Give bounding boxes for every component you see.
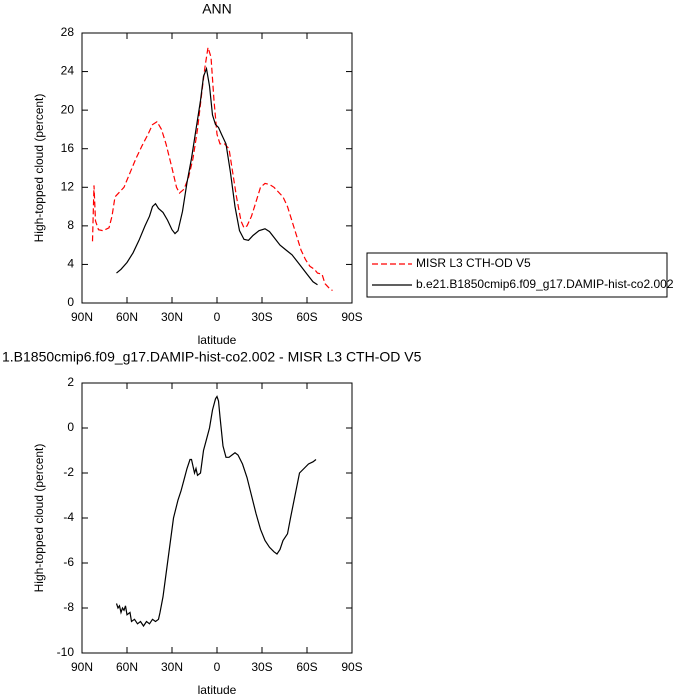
x-tick-label: 30S [251,660,272,674]
x-tick-label: 0 [214,660,221,674]
chart-title: ANN [202,1,232,17]
legend-box [366,252,668,298]
y-tick-label: -4 [63,510,74,524]
y-tick-label: -8 [63,600,74,614]
x-tick-label: 90N [71,660,93,674]
x-tick-label: 90S [341,310,362,324]
line-series [91,47,333,291]
y-tick-label: -10 [57,645,75,659]
x-tick-label: 30S [251,310,272,324]
y-axis-label: High-topped cloud (percent) [32,94,46,243]
x-tick-label: 30N [161,660,183,674]
y-tick-label: 8 [67,218,74,232]
x-tick-label: 60S [296,660,317,674]
plot-frame [81,32,353,304]
x-axis-label: latitude [198,683,237,697]
y-tick-label: 28 [61,25,75,39]
x-tick-label: 90S [341,660,362,674]
y-tick-label: 2 [67,375,74,389]
y-axis-label: High-topped cloud (percent) [32,444,46,593]
x-tick-label: 30N [161,310,183,324]
legend-label: MISR L3 CTH-OD V5 [416,256,531,270]
x-axis-label: latitude [198,333,237,347]
x-tick-label: 90N [71,310,93,324]
x-tick-label: 60N [116,660,138,674]
line-series [115,395,317,628]
x-tick-label: 60N [116,310,138,324]
x-tick-label: 0 [214,310,221,324]
y-tick-label: -2 [63,465,74,479]
y-tick-label: -6 [63,555,74,569]
y-tick-label: 12 [61,179,75,193]
y-tick-label: 0 [67,295,74,309]
chart-title: 1.B1850cmip6.f09_g17.DAMIP-hist-co2.002 … [2,349,422,365]
line-series [116,66,318,286]
y-tick-label: 4 [67,257,74,271]
legend-label: b.e21.B1850cmip6.f09_g17.DAMIP-hist-co2.… [416,277,674,291]
y-tick-label: 20 [61,102,75,116]
plot-frame [81,382,353,654]
x-tick-label: 60S [296,310,317,324]
y-tick-label: 24 [61,64,75,78]
y-tick-label: 0 [67,420,74,434]
y-tick-label: 16 [61,141,75,155]
